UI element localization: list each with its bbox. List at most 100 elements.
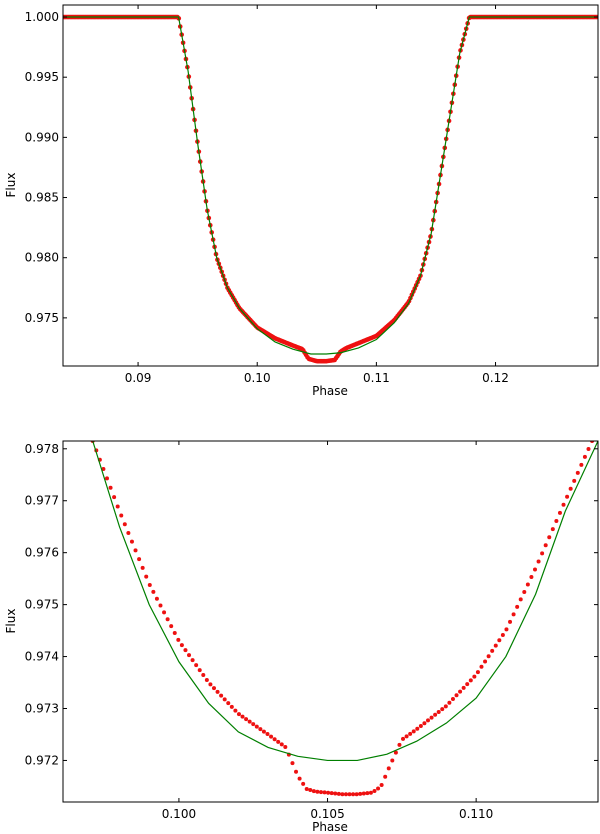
- data-point: [408, 731, 413, 736]
- data-point: [561, 502, 566, 507]
- data-point: [265, 732, 270, 737]
- data-point: [122, 522, 127, 527]
- data-point: [454, 693, 459, 698]
- x-tick-label: 0.09: [125, 371, 152, 385]
- data-point: [162, 610, 167, 615]
- data-point: [236, 712, 241, 717]
- data-point: [547, 535, 552, 540]
- data-point: [283, 745, 288, 750]
- data-point: [493, 643, 498, 648]
- data-point: [290, 761, 295, 766]
- data-point: [429, 715, 434, 720]
- data-point: [147, 582, 152, 587]
- data-point: [461, 685, 466, 690]
- data-point: [254, 724, 259, 729]
- x-tick-label: 0.100: [162, 807, 196, 821]
- data-point: [329, 791, 334, 796]
- data-point: [158, 603, 163, 608]
- data-point: [101, 467, 106, 472]
- data-point: [372, 788, 377, 793]
- y-tick-label: 0.990: [25, 130, 59, 144]
- data-point: [126, 530, 131, 535]
- data-point: [497, 638, 502, 643]
- y-tick-label: 0.974: [25, 650, 59, 664]
- data-point: [343, 792, 348, 797]
- data-point: [386, 766, 391, 771]
- data-point: [276, 739, 281, 744]
- data-point: [240, 714, 245, 719]
- data-point: [297, 776, 302, 781]
- data-point: [194, 663, 199, 668]
- data-point: [511, 612, 516, 617]
- data-point: [190, 658, 195, 663]
- data-point: [108, 485, 113, 490]
- data-point: [550, 527, 555, 532]
- data-point: [422, 721, 427, 726]
- data-point: [582, 454, 587, 459]
- x-tick-label: 0.10: [244, 371, 271, 385]
- y-tick-label: 0.977: [25, 494, 59, 508]
- marks-group: [63, 14, 598, 364]
- x-axis-label: Phase: [312, 820, 348, 834]
- data-point: [483, 659, 488, 664]
- data-point: [140, 565, 145, 570]
- ticks-group: 0.09 0.10 0.11 0.12 0.975 0.980 0.985 0.990 0.99…: [25, 5, 598, 385]
- data-point: [219, 693, 224, 698]
- data-point: [258, 727, 263, 732]
- data-point: [433, 712, 438, 717]
- data-point: [579, 462, 584, 467]
- data-point: [376, 786, 381, 791]
- data-point: [315, 789, 320, 794]
- plot-area: [63, 441, 598, 802]
- data-point: [468, 678, 473, 683]
- data-point: [401, 736, 406, 741]
- data-point: [347, 792, 352, 797]
- data-point: [443, 704, 448, 709]
- data-point: [465, 682, 470, 687]
- data-point: [112, 495, 117, 500]
- x-tick-label: 0.12: [482, 371, 509, 385]
- data-point: [279, 742, 284, 747]
- data-point: [215, 689, 220, 694]
- marks-group: [90, 441, 598, 797]
- data-point: [572, 478, 577, 483]
- data-point: [301, 781, 306, 786]
- y-tick-label: 0.980: [25, 251, 59, 265]
- data-point: [144, 574, 149, 579]
- data-point: [365, 791, 370, 796]
- axes-frame: [62, 4, 599, 367]
- data-point: [536, 559, 541, 564]
- data-point: [197, 668, 202, 673]
- data-point: [358, 791, 363, 796]
- data-point: [486, 654, 491, 659]
- data-point: [515, 604, 520, 609]
- data-point: [333, 791, 338, 796]
- data-point: [361, 791, 366, 796]
- data-point: [522, 589, 527, 594]
- data-point: [115, 504, 120, 509]
- data-point: [272, 737, 277, 742]
- data-point: [176, 637, 181, 642]
- y-axis-label: Flux: [4, 173, 18, 198]
- y-tick-label: 0.975: [25, 311, 59, 325]
- y-tick-label: 0.995: [25, 70, 59, 84]
- data-point: [518, 597, 523, 602]
- data-point: [418, 724, 423, 729]
- chart-panel-top: 0.09 0.10 0.11 0.12 0.975 0.980 0.985 0.990 0.99…: [4, 4, 599, 398]
- data-point: [222, 697, 227, 702]
- data-point: [543, 543, 548, 548]
- y-tick-label: 0.972: [25, 753, 59, 767]
- data-point: [447, 700, 452, 705]
- y-tick-label: 1.000: [25, 10, 59, 24]
- x-axis-label: Phase: [312, 384, 348, 398]
- data-point: [169, 624, 174, 629]
- data-point: [233, 708, 238, 713]
- data-point: [532, 567, 537, 572]
- y-tick-label: 0.973: [25, 702, 59, 716]
- x-tick-label: 0.110: [459, 807, 493, 821]
- data-point: [294, 769, 299, 774]
- data-point: [354, 792, 359, 797]
- data-point: [244, 717, 249, 722]
- y-tick-label: 0.978: [25, 442, 59, 456]
